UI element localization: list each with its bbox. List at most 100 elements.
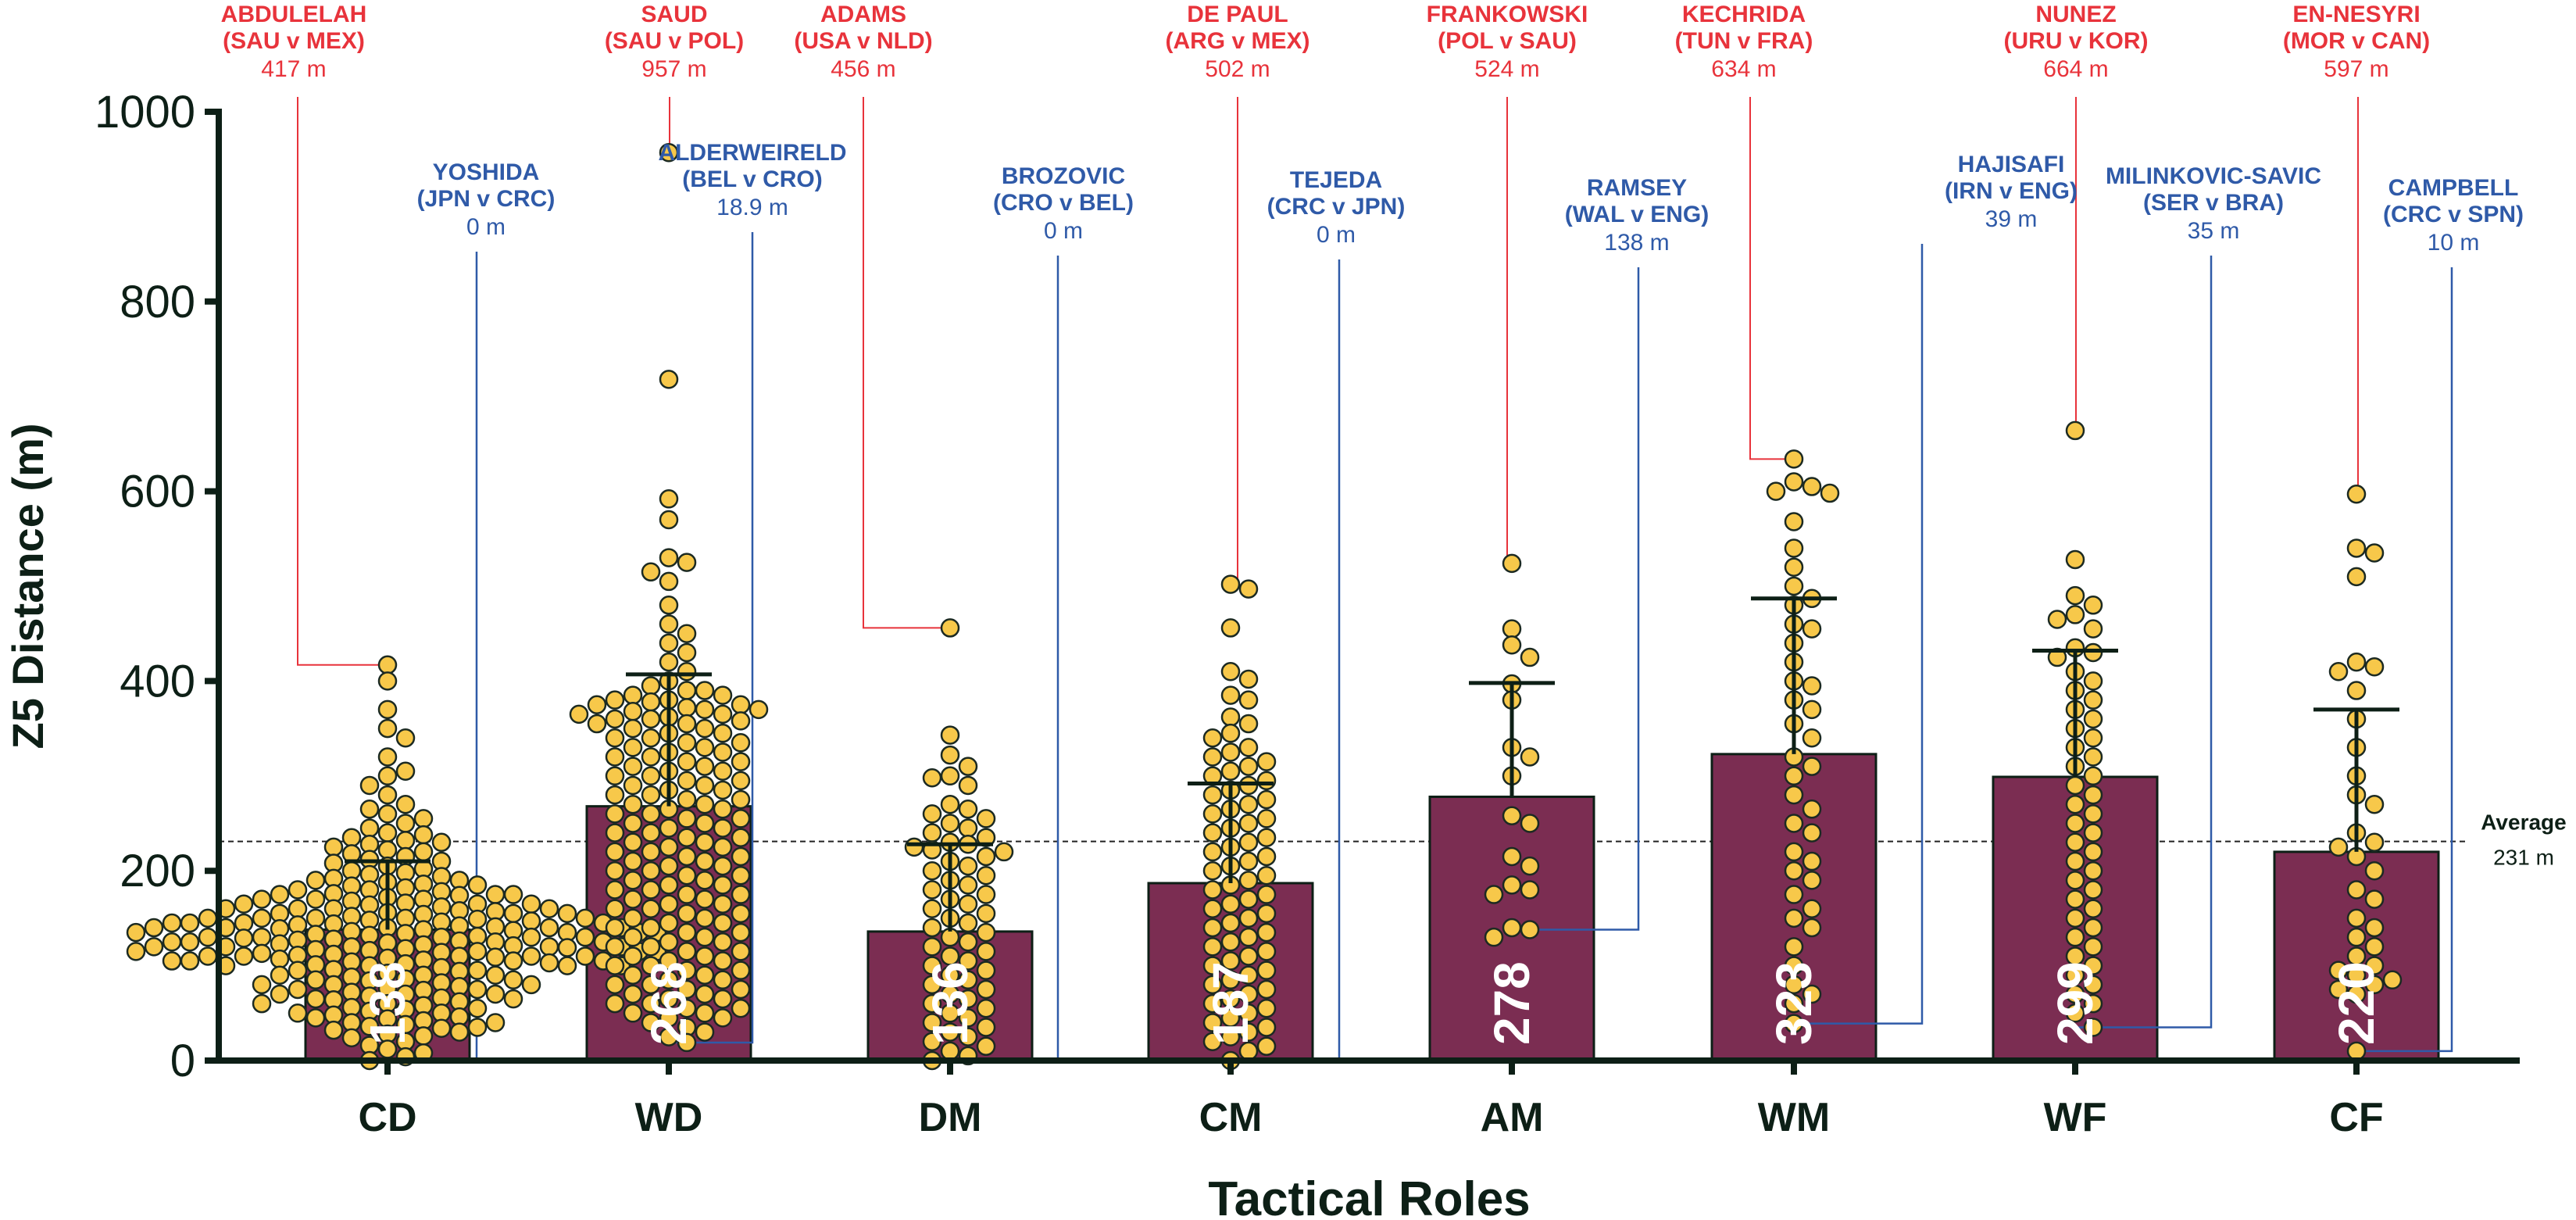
data-point-wd [695,965,715,985]
data-point-wd [623,685,643,705]
data-point-wf [2083,1018,2103,1037]
data-point-wd [659,856,679,876]
data-point-cd [521,975,541,995]
data-point-cd [467,998,488,1018]
data-point-wd [623,794,643,814]
data-point-wm [1784,538,1804,558]
data-point-wf [2083,596,2103,615]
data-point-cm [1238,579,1259,599]
data-point-cm [1256,979,1277,1000]
data-point-dm [922,1032,942,1051]
data-point-wd [605,842,625,862]
data-point-dm [958,757,978,776]
data-point-wd [731,942,751,961]
data-point-wd [713,932,733,952]
min-leader-line [2075,256,2213,1029]
data-point-wd [623,814,643,833]
data-point-wd [677,642,697,663]
min-match: (CRO v BEL) [993,190,1134,216]
data-point-dm [958,1008,978,1028]
data-point-wf [2065,420,2085,441]
data-point-cd [557,903,577,924]
data-point-wd [677,698,697,717]
data-point-wd [713,837,733,857]
data-point-wd [695,871,715,890]
data-point-cm [1238,669,1259,689]
x-ticks: CD WD DM CM AM WM WF CF [358,1061,2384,1140]
data-point-am [1502,846,1522,867]
max-player-name: SAUD [641,2,707,27]
data-point-cd [126,942,146,961]
data-point-wd [605,766,625,786]
data-point-wd [641,785,661,805]
data-point-wd [731,695,751,714]
data-point-cm [1238,871,1259,890]
data-point-am [1502,553,1522,574]
data-point-dm [976,809,996,828]
data-point-cf [2346,946,2367,966]
data-point-dm [976,922,996,943]
data-point-wd [623,851,643,871]
data-point-cf [2364,956,2385,975]
data-point-wd [695,718,715,739]
min-leader-line [1794,244,1924,1025]
data-point-dm [922,823,942,843]
data-point-wd [677,752,697,771]
data-point-wd [641,975,661,995]
data-point-wd [623,701,643,721]
data-point-cd [575,927,595,947]
data-point-cd [395,831,416,850]
data-point-wd [641,766,661,786]
x-tick-label-cd: CD [358,1095,416,1140]
data-point-cm [1256,922,1277,943]
data-point-wf [2083,823,2103,843]
data-point-dm [976,979,996,1000]
data-point-wd [659,894,679,914]
data-point-wm [1802,899,1822,919]
data-point-cm [1202,1013,1223,1032]
data-point-wf [2083,937,2103,957]
data-point-wm [1802,800,1822,819]
data-point-cd [270,965,290,985]
max-match: (URU v KOR) [2004,28,2149,54]
data-point-wf [2065,585,2085,606]
data-point-wm [1802,676,1822,696]
max-match: (TUN v FRA) [1675,28,1813,54]
data-point-cf [2346,927,2367,947]
data-point-cm [1202,823,1223,843]
data-point-wd [587,714,607,734]
data-point-dm [922,860,942,881]
data-point-wf [2065,775,2085,796]
data-point-cd [431,832,452,853]
x-tick-label-wf: WF [2044,1095,2107,1140]
data-point-wd [659,818,679,838]
data-point-dm [976,903,996,924]
data-point-cd [521,946,541,966]
data-point-cd [198,908,218,928]
data-point-dm [958,951,978,971]
data-point-cm [1202,918,1223,938]
data-point-wd [641,562,661,582]
max-annotation-wm: KECHRIDA(TUN v FRA)634 m [1675,2,1813,82]
max-leader-line [1222,97,1238,585]
data-point-wm [1784,785,1804,805]
data-point-am [1484,927,1504,947]
data-point-cm [1238,908,1259,928]
x-tick-label-cm: CM [1199,1095,1263,1140]
data-point-wd [605,993,625,1014]
data-point-cd [234,946,254,966]
min-annotation-dm: BROZOVIC(CRO v BEL)0 m [993,163,1134,244]
data-point-wd [677,714,697,734]
data-point-wf [2065,984,2085,1004]
min-distance: 0 m [1317,222,1356,248]
data-point-cm [1220,685,1241,705]
data-point-dm [976,998,996,1018]
data-point-cm [1238,965,1259,985]
data-point-wd [731,789,751,810]
data-point-cm [1202,937,1223,957]
data-point-wd [695,738,715,757]
data-point-cd [467,942,488,961]
data-point-cm [1202,785,1223,805]
data-point-cd [503,903,523,924]
data-point-am [1520,920,1540,939]
